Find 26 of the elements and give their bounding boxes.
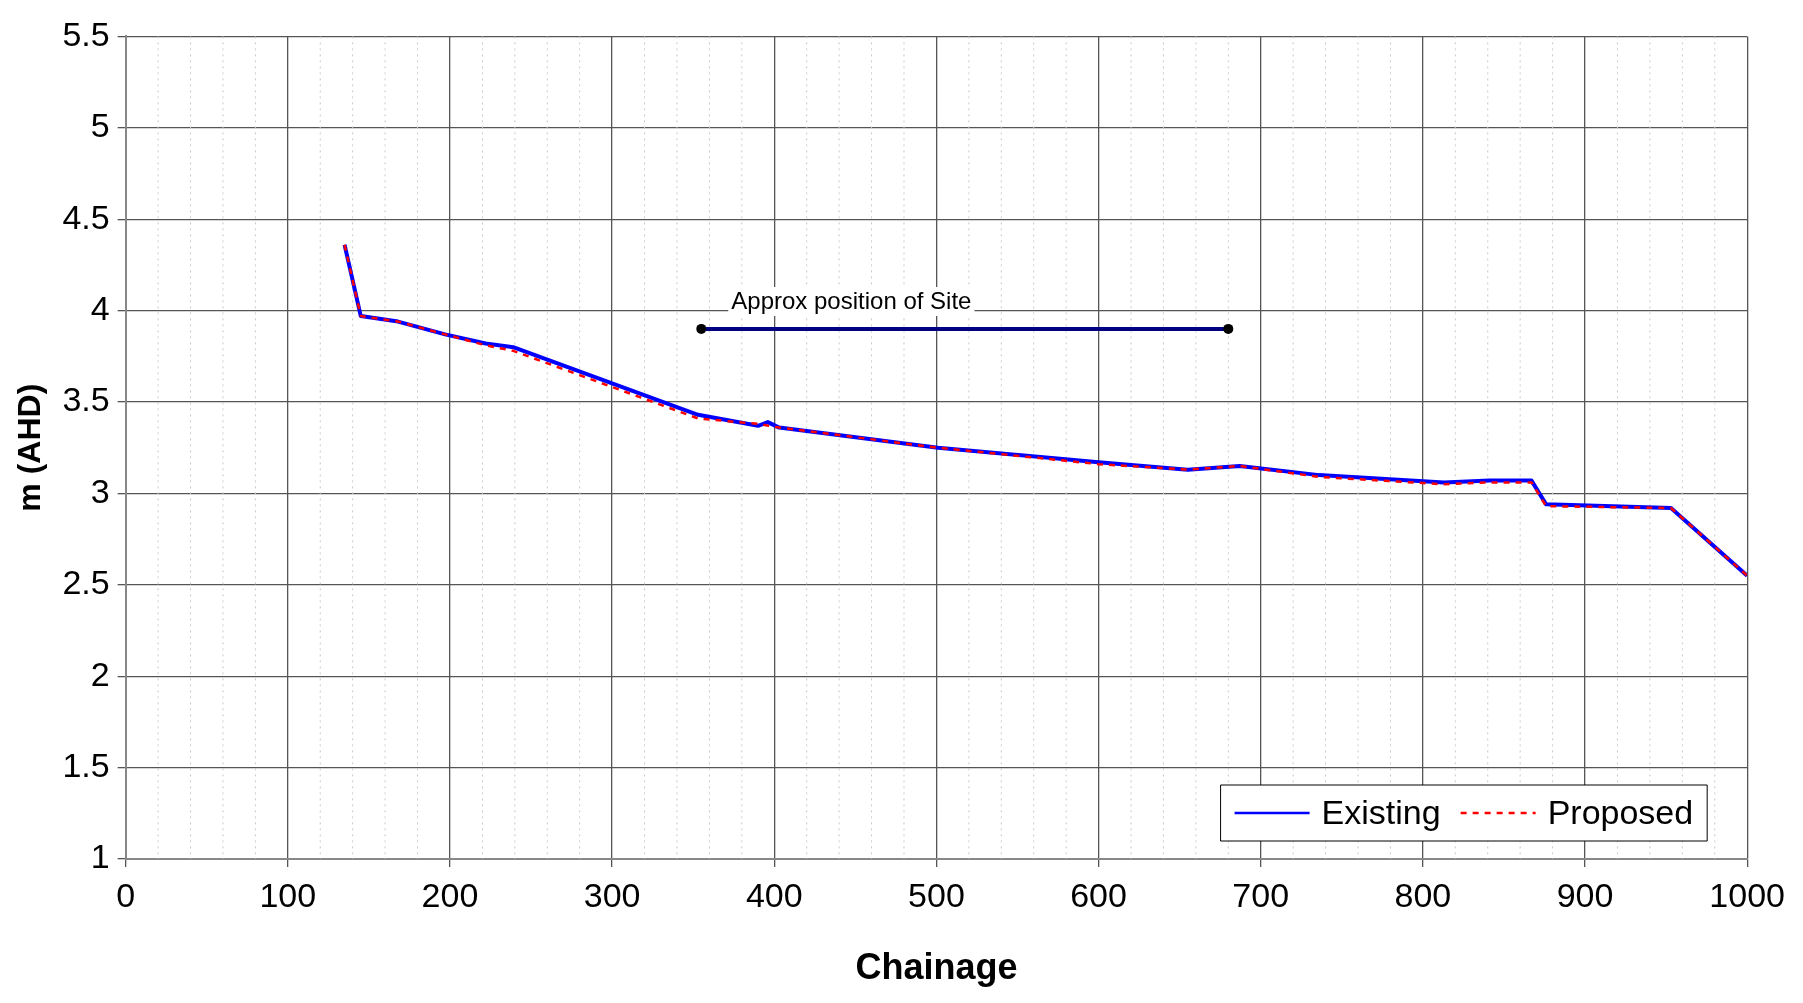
annotation: Approx position of Site [731, 286, 972, 314]
x-tick-label: 400 [745, 875, 803, 914]
y-tick-label: 4 [90, 288, 110, 327]
y-tick-label: 1 [90, 837, 110, 876]
x-tick-label: 200 [421, 875, 479, 914]
legend-label: Proposed [1547, 793, 1694, 832]
x-tick-label: 100 [259, 875, 317, 914]
y-tick-label: 1.5 [62, 745, 110, 784]
y-tick-label: 4.5 [62, 197, 110, 236]
y-axis-title: m (AHD) [11, 383, 48, 512]
x-tick-label: 900 [1556, 875, 1614, 914]
y-tick-label: 5 [90, 106, 110, 145]
x-tick-label: 600 [1070, 875, 1127, 914]
x-tick-label: 700 [1232, 875, 1290, 914]
x-tick-label: 800 [1394, 875, 1452, 914]
y-tick-label: 3 [90, 471, 110, 510]
x-tick-label: 1000 [1709, 875, 1785, 914]
y-tick-label: 2.5 [62, 563, 110, 602]
x-tick-label: 300 [583, 875, 641, 914]
x-tick-label: 500 [908, 875, 965, 914]
y-tick-label: 3.5 [62, 380, 110, 419]
x-tick-label: 0 [116, 875, 136, 914]
y-tick-label: 2 [90, 654, 110, 693]
x-axis-title: Chainage [855, 946, 1018, 988]
legend-label: Existing [1321, 793, 1441, 832]
y-tick-label: 5.5 [62, 14, 110, 53]
